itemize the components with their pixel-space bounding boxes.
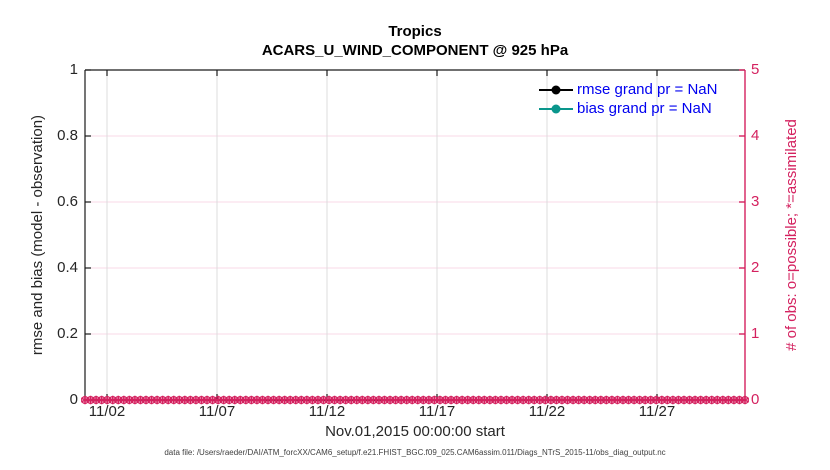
y-axis-left-label: rmse and bias (model - observation) bbox=[29, 114, 46, 356]
y-left-tick-label: 0 bbox=[69, 391, 78, 408]
legend-label-rmse: rmse grand pr = NaN bbox=[577, 81, 718, 98]
y-right-tick-label: 1 bbox=[751, 325, 760, 342]
bias-line-marker-icon bbox=[539, 104, 573, 113]
x-tick-label: 11/12 bbox=[308, 403, 346, 420]
y-left-tick-label: 1 bbox=[69, 61, 78, 78]
obs-assimilated-asterisk-markers bbox=[80, 395, 750, 405]
chart-title-region: Tropics bbox=[388, 23, 442, 40]
y-right-tick-label: 4 bbox=[751, 127, 760, 144]
obs-count-marker-band bbox=[80, 395, 750, 405]
x-tick-label: 11/07 bbox=[198, 403, 236, 420]
x-tick-label: 11/22 bbox=[528, 403, 566, 420]
legend-label-bias: bias grand pr = NaN bbox=[577, 100, 712, 117]
y-axis-right-label: # of obs: o=possible; *=assimilated bbox=[783, 119, 800, 351]
y-left-tick-label: 0.4 bbox=[57, 259, 78, 276]
x-tick-label: 11/17 bbox=[418, 403, 456, 420]
x-axis-label: Nov.01,2015 00:00:00 start bbox=[325, 423, 505, 440]
y-right-tick-label: 5 bbox=[751, 61, 760, 78]
y-left-tick-label: 0.2 bbox=[57, 325, 78, 342]
legend: rmse grand pr = NaN bias grand pr = NaN bbox=[538, 80, 717, 118]
data-file-path: data file: /Users/raeder/DAI/ATM_forcXX/… bbox=[164, 448, 666, 457]
y-left-tick-label: 0.8 bbox=[57, 127, 78, 144]
legend-row-bias: bias grand pr = NaN bbox=[538, 99, 717, 118]
rmse-line-marker-icon bbox=[539, 85, 573, 94]
y-left-tick-label: 0.6 bbox=[57, 193, 78, 210]
x-tick-label: 11/02 bbox=[88, 403, 126, 420]
chart-title-block: Tropics ACARS_U_WIND_COMPONENT @ 925 hPa bbox=[0, 22, 830, 60]
chart-title-variable: ACARS_U_WIND_COMPONENT @ 925 hPa bbox=[261, 42, 569, 59]
y-right-tick-label: 3 bbox=[751, 193, 760, 210]
y-right-tick-label: 2 bbox=[751, 259, 760, 276]
obs-possible-circle-markers bbox=[80, 396, 749, 404]
legend-row-rmse: rmse grand pr = NaN bbox=[538, 80, 717, 99]
y-right-tick-label: 0 bbox=[751, 391, 760, 408]
x-tick-label: 11/27 bbox=[638, 403, 676, 420]
